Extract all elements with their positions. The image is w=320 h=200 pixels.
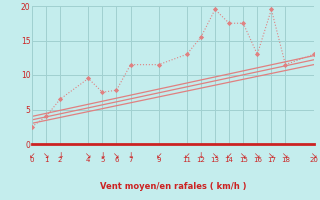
Text: ↘: ↘ <box>113 151 120 160</box>
Point <box>156 63 161 66</box>
Text: ↘: ↘ <box>85 151 92 160</box>
Text: ↙: ↙ <box>184 151 190 160</box>
Point <box>241 22 246 25</box>
Text: ↓: ↓ <box>99 151 106 160</box>
Point <box>227 22 232 25</box>
Point <box>184 53 189 56</box>
Text: ↘: ↘ <box>254 151 260 160</box>
Text: ↓: ↓ <box>198 151 204 160</box>
Point <box>114 89 119 92</box>
Point <box>198 35 204 39</box>
Text: ↘: ↘ <box>310 151 317 160</box>
Point <box>128 63 133 66</box>
Point <box>44 115 49 118</box>
Text: ↓: ↓ <box>57 151 63 160</box>
Point <box>100 91 105 94</box>
Point <box>255 53 260 56</box>
Text: ↓: ↓ <box>127 151 134 160</box>
Point <box>58 98 63 101</box>
Point <box>29 125 35 128</box>
Text: ↙: ↙ <box>226 151 232 160</box>
Text: ↘: ↘ <box>240 151 246 160</box>
Point <box>269 8 274 11</box>
Text: ↙: ↙ <box>29 151 35 160</box>
Text: ↘: ↘ <box>212 151 218 160</box>
Text: ↘: ↘ <box>268 151 275 160</box>
Point <box>311 53 316 56</box>
Point <box>86 77 91 80</box>
Point <box>212 8 218 11</box>
Text: ↙: ↙ <box>156 151 162 160</box>
Text: ↘: ↘ <box>43 151 49 160</box>
Point <box>283 63 288 66</box>
X-axis label: Vent moyen/en rafales ( km/h ): Vent moyen/en rafales ( km/h ) <box>100 182 246 191</box>
Text: ↘: ↘ <box>282 151 289 160</box>
